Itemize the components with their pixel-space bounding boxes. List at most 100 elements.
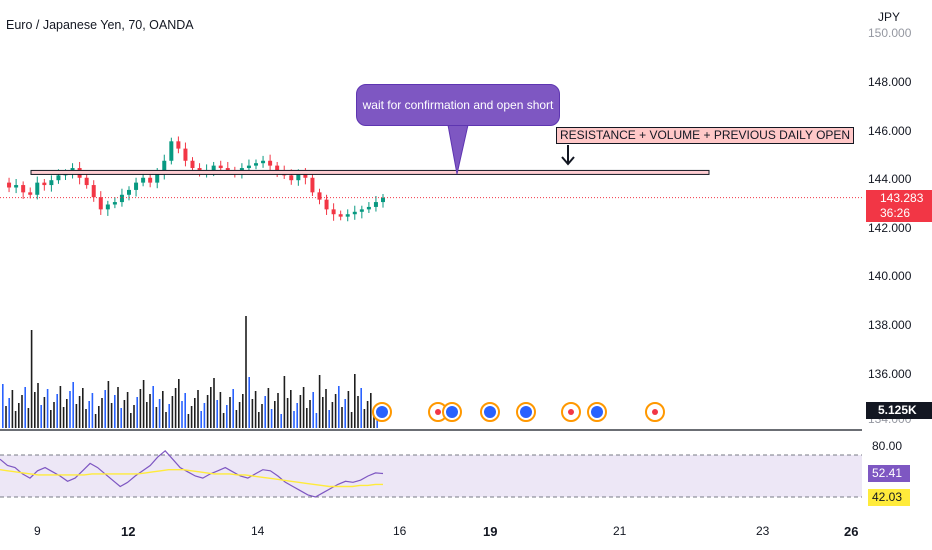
resistance-zone[interactable] xyxy=(30,169,710,175)
volume-bar xyxy=(126,392,129,428)
candle xyxy=(254,159,258,170)
candle xyxy=(14,178,19,194)
volume-bar xyxy=(264,396,266,428)
volume-bar xyxy=(242,394,244,428)
volume-bar xyxy=(360,388,362,428)
time-tick-label: 9 xyxy=(34,524,41,538)
volume-bar xyxy=(322,397,324,428)
volume-bar xyxy=(152,386,154,428)
price-tick-label: 144.000 xyxy=(868,172,912,187)
volume-bar xyxy=(110,403,113,428)
volume-bar xyxy=(363,409,366,428)
volume-bar xyxy=(174,388,177,428)
volume-bar xyxy=(123,400,126,428)
chart-title: Euro / Japanese Yen, 70, OANDA xyxy=(6,18,194,32)
volume-bar xyxy=(315,413,318,428)
price-tick-label: 148.000 xyxy=(868,75,912,89)
economic-event-marker[interactable] xyxy=(442,402,462,422)
volume-bar xyxy=(219,392,222,428)
price-tick-label: 138.000 xyxy=(868,318,912,332)
candle xyxy=(338,210,343,221)
resistance-label[interactable]: RESISTANCE + VOLUME + PREVIOUS DAILY OPE… xyxy=(556,127,855,144)
volume-bar xyxy=(2,384,4,428)
volume-bar xyxy=(245,316,247,428)
price-tick-label: 150.000 xyxy=(868,26,912,41)
volume-bar xyxy=(50,410,52,428)
volume-bar xyxy=(261,404,263,428)
volume-bar xyxy=(181,401,183,428)
candle xyxy=(91,180,96,202)
volume-bar xyxy=(222,413,225,428)
volume-bar xyxy=(14,411,17,428)
volume-bar xyxy=(306,408,308,428)
volume-bar xyxy=(37,383,39,428)
rsi-line xyxy=(0,449,384,498)
volume-histogram xyxy=(2,316,378,428)
volume-bar xyxy=(309,400,311,428)
volume-bar xyxy=(194,398,196,428)
candle xyxy=(324,194,329,215)
volume-bar xyxy=(254,391,257,428)
volume-bar xyxy=(318,375,321,428)
volume-bar xyxy=(251,399,254,428)
volume-bar xyxy=(350,412,353,428)
callout-annotation[interactable]: wait for confirmation and open short xyxy=(356,84,560,126)
time-tick-label: 19 xyxy=(483,524,498,539)
volume-bar xyxy=(101,398,103,428)
candle xyxy=(381,193,385,208)
volume-bar xyxy=(30,330,33,428)
volume-bar xyxy=(206,395,209,428)
volume-bar xyxy=(210,387,212,428)
rsi-panel xyxy=(0,449,862,498)
volume-bar xyxy=(27,408,30,428)
candle xyxy=(373,195,378,212)
rsi-upper-label: 80.00 xyxy=(872,439,903,453)
current-price-value: 143.283 xyxy=(880,191,924,205)
volume-bar xyxy=(139,389,142,428)
volume-bar xyxy=(334,394,337,428)
candle xyxy=(331,203,336,221)
volume-bar xyxy=(8,398,10,428)
rsi-ma-line xyxy=(0,469,383,488)
economic-event-marker[interactable] xyxy=(516,402,536,422)
volume-bar xyxy=(59,386,62,428)
down-arrow-icon xyxy=(561,145,575,166)
candle xyxy=(84,174,89,189)
volume-bar xyxy=(69,391,71,428)
economic-event-marker[interactable] xyxy=(561,402,581,422)
candle xyxy=(98,191,103,215)
volume-bar xyxy=(213,378,215,428)
time-tick-label: 16 xyxy=(393,524,407,538)
volume-bar xyxy=(338,386,340,428)
volume-bar xyxy=(270,409,273,428)
economic-event-marker[interactable] xyxy=(587,402,607,422)
time-tick-label: 26 xyxy=(844,524,859,539)
rsi-ma-badge: 42.03 xyxy=(868,489,910,506)
volume-bar xyxy=(200,411,202,428)
economic-event-marker[interactable] xyxy=(645,402,665,422)
volume-bar xyxy=(5,406,7,428)
volume-bar xyxy=(373,414,375,428)
economic-event-marker[interactable] xyxy=(480,402,500,422)
rsi-value-badge: 52.41 xyxy=(868,465,910,482)
volume-bar xyxy=(21,395,23,428)
volume-bar xyxy=(40,405,42,428)
time-tick-label: 23 xyxy=(756,524,770,538)
volume-bar xyxy=(187,414,190,428)
candle xyxy=(7,177,12,193)
volume-bar xyxy=(341,407,343,428)
volume-bar xyxy=(104,390,106,428)
volume-bar xyxy=(229,397,231,428)
volume-bar xyxy=(248,377,250,428)
candle xyxy=(183,142,188,167)
volume-bar xyxy=(34,392,36,428)
volume-bar xyxy=(162,391,164,428)
candle xyxy=(176,136,181,154)
volume-bar xyxy=(133,405,135,428)
candle xyxy=(134,177,139,197)
economic-event-marker[interactable] xyxy=(372,402,392,422)
candle xyxy=(148,174,153,188)
callout-text: wait for confirmation and open short xyxy=(362,98,554,112)
volume-bar xyxy=(120,408,122,428)
volume-bar xyxy=(168,404,170,428)
